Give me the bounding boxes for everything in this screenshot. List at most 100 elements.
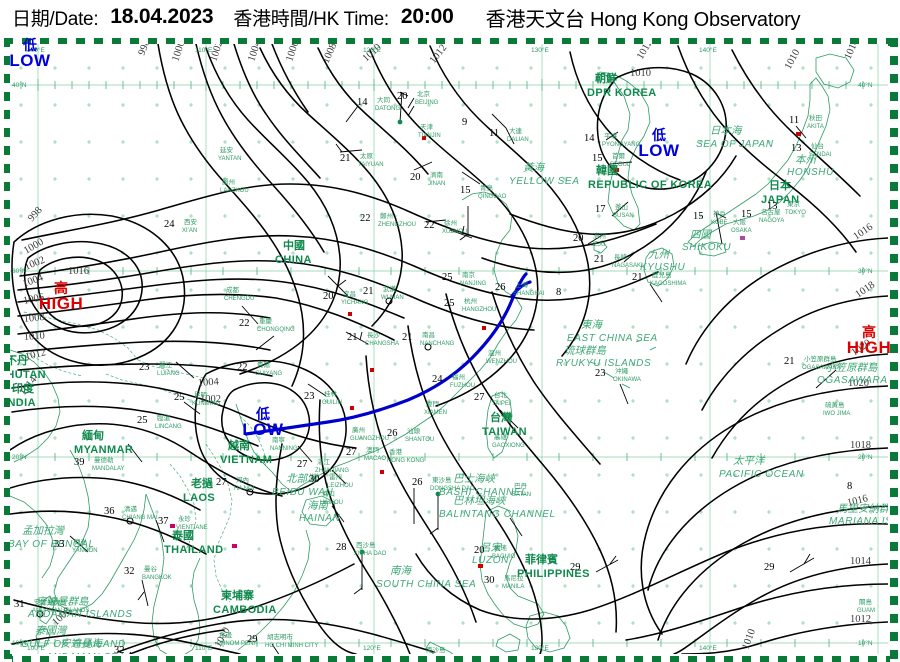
station-temperature: 15 xyxy=(693,211,704,222)
station-label-en: MANILA xyxy=(502,584,524,590)
grid-cross xyxy=(529,473,533,477)
grid-cross xyxy=(393,547,397,551)
country-label-cn: 朝鮮 xyxy=(595,71,617,85)
station-label-cn: 南京 xyxy=(462,270,476,279)
station-label-cn: 海口 xyxy=(322,489,335,498)
station-label-cn: 上海 xyxy=(515,280,529,289)
grid-cross xyxy=(121,473,125,477)
station-label-en: TOKYO xyxy=(785,210,806,216)
grid-cross xyxy=(801,399,805,403)
station-label-cn: 河內 xyxy=(236,475,249,484)
grid-cross xyxy=(325,362,329,366)
station-temperature: 24 xyxy=(432,374,443,385)
station-temperature: 22 xyxy=(424,220,435,231)
warm-front xyxy=(244,272,532,436)
region-label-en: LUZON xyxy=(472,555,509,566)
station-temperature: 28 xyxy=(336,542,347,553)
grid-cross xyxy=(189,547,193,551)
grid-cross xyxy=(563,436,567,440)
grid-cross xyxy=(563,140,567,144)
neatline-top xyxy=(4,38,898,46)
station-label-cn: 昆明 xyxy=(194,391,208,399)
station-label-cn: 名古屋 xyxy=(761,207,781,216)
sea-label-cn: 孟加拉灣 xyxy=(22,525,65,537)
grid-cross xyxy=(223,251,227,255)
grid-cross xyxy=(733,140,737,144)
grid-cross xyxy=(869,473,873,477)
station-label-en: XI'AN xyxy=(182,228,197,234)
grid-cross xyxy=(189,140,193,144)
grid-cross xyxy=(733,473,737,477)
grid-cross xyxy=(19,325,23,329)
grid-cross xyxy=(495,214,499,218)
station-label-en: SHANGHAI xyxy=(513,291,545,297)
grid-cross xyxy=(631,547,635,551)
sea-label-cn: 北部灣 xyxy=(286,473,319,485)
station-temperature: 31 xyxy=(14,599,25,610)
isobar-label: 1020 xyxy=(848,378,869,389)
country-label-cn: 緬甸 xyxy=(82,428,104,442)
grid-cross xyxy=(291,66,295,70)
station-label-en: KUNMING xyxy=(192,401,221,407)
grid-cross xyxy=(597,473,601,477)
station-label-en: DALIAN xyxy=(507,137,529,143)
grid-cross xyxy=(155,214,159,218)
grid-cross xyxy=(835,288,839,292)
grid-cross xyxy=(801,362,805,366)
grid-cross xyxy=(631,177,635,181)
grid-cross xyxy=(767,177,771,181)
grid-cross xyxy=(189,325,193,329)
grid-cross xyxy=(495,399,499,403)
grid-cross xyxy=(427,103,431,107)
grid-cross xyxy=(495,177,499,181)
region-label-en: HAINAN xyxy=(299,513,341,524)
grid-cross xyxy=(257,288,261,292)
grid-cross xyxy=(19,621,23,625)
grid-cross xyxy=(189,251,193,255)
station-temperature: 30 xyxy=(309,474,320,485)
grid-cross xyxy=(53,473,57,477)
grid-cross xyxy=(189,103,193,107)
lon-tick-label: 120°E xyxy=(363,644,381,652)
grid-cross xyxy=(631,510,635,514)
station-label-cn: 神戶 xyxy=(713,209,726,218)
grid-cross xyxy=(767,510,771,514)
grid-cross xyxy=(665,399,669,403)
grid-cross xyxy=(223,288,227,292)
station-label-cn: 東沙島 xyxy=(432,475,452,484)
region-label-cn: 四國 xyxy=(690,229,712,241)
station-label-cn: 仙台 xyxy=(811,141,824,150)
grid-cross xyxy=(461,177,465,181)
grid-cross xyxy=(767,214,771,218)
grid-cross xyxy=(19,214,23,218)
grid-cross xyxy=(325,177,329,181)
station-temperature: 21 xyxy=(632,272,643,283)
lon-tick-label: 120°E xyxy=(363,46,381,54)
station-label-en: PYONGYANG xyxy=(602,142,641,148)
grid-cross xyxy=(291,288,295,292)
region-label-cn: 馬里安納群島 xyxy=(837,503,888,515)
grid-cross xyxy=(461,436,465,440)
grid-cross xyxy=(563,214,567,218)
station-label-cn: 雷州 xyxy=(329,473,342,481)
station-label-cn: 安達曼群島 xyxy=(34,597,67,606)
grid-cross xyxy=(665,621,669,625)
station-label-cn: 南昌 xyxy=(422,330,435,339)
station-label-en: TAIPEI xyxy=(492,401,511,407)
station-temperature: 20 xyxy=(474,545,485,556)
grid-cross xyxy=(529,436,533,440)
grid-cross xyxy=(53,66,57,70)
grid-cross xyxy=(631,621,635,625)
country-label-cn: 中國 xyxy=(283,238,305,252)
grid-cross xyxy=(631,584,635,588)
grid-cross xyxy=(801,177,805,181)
station-label-en: GAOXIONG xyxy=(492,443,525,449)
station-label-cn: 臨滄 xyxy=(157,413,171,422)
grid-cross xyxy=(733,288,737,292)
station-temperature: 27 xyxy=(474,392,485,403)
grid-cross xyxy=(155,510,159,514)
grid-cross xyxy=(257,584,261,588)
grid-cross xyxy=(359,473,363,477)
map-canvas: .coast { fill:none; stroke:#2e9b63; stro… xyxy=(10,44,888,654)
